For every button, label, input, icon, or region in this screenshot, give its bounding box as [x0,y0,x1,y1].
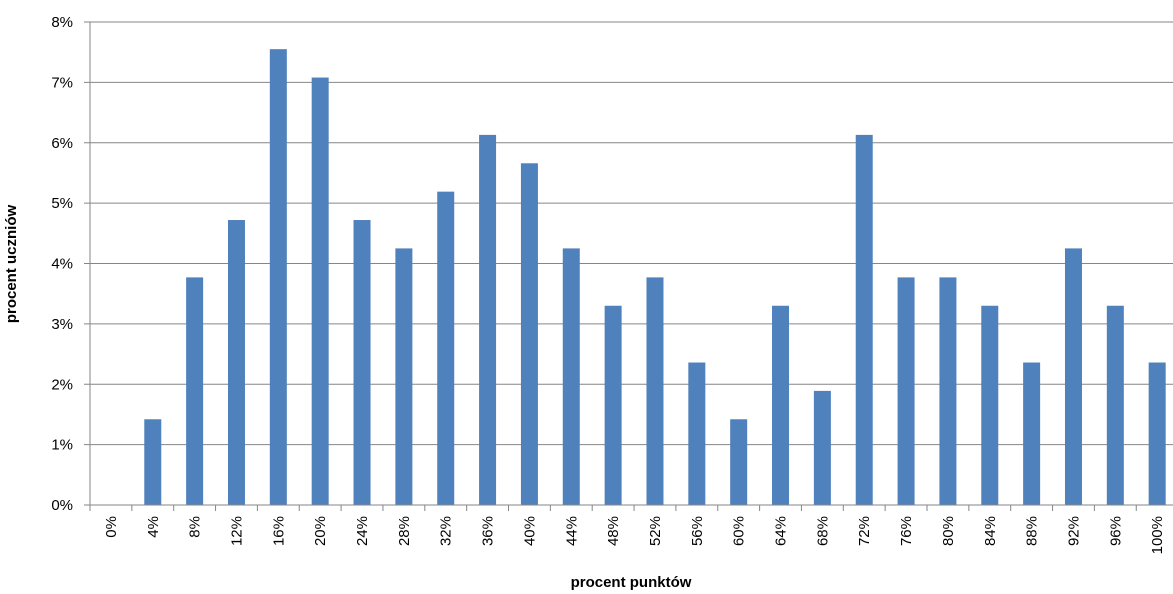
y-tick-label: 7% [51,74,73,91]
bar [227,220,245,505]
x-tick-label: 60% [731,516,748,546]
bar [186,277,204,505]
y-tick-label: 6% [51,135,73,152]
x-tick-label: 4% [145,516,162,538]
bar [688,362,706,505]
x-tick-label: 36% [480,516,497,546]
bar [981,305,999,505]
x-tick-label: 24% [354,516,371,546]
x-tick-label: 76% [898,516,915,546]
y-tick-label: 8% [51,14,73,31]
y-tick-labels: 0% 1% 2% 3% 4% 5% 6% 7% 8% [51,14,73,514]
x-axis-title: procent punktów [571,574,692,591]
bar [520,163,538,505]
bar [311,77,329,506]
x-tick-label: 64% [773,516,790,546]
y-tick-label: 0% [51,497,73,514]
bar [395,248,413,505]
bar [939,277,957,505]
x-tick-label: 92% [1065,516,1082,546]
x-tick-labels: 0% 4% 8% 12% 16% 20% 24% 28% 32% 36% 40% 44% 48% 52% 5… [103,516,1166,554]
y-tick-label: 5% [51,195,73,212]
x-tick-label: 48% [605,516,622,546]
x-tick-label: 80% [940,516,957,546]
x-tick-label: 8% [187,516,204,538]
y-tick-label: 2% [51,376,73,393]
x-tick-label: 96% [1107,516,1124,546]
x-tick-label: 88% [1024,516,1041,546]
x-tick-label: 84% [982,516,999,546]
x-tick-label: 0% [103,516,120,538]
bar [813,390,831,505]
x-tick-label: 28% [396,516,413,546]
bar [144,419,162,505]
x-tick-label: 32% [438,516,455,546]
bars [144,49,1166,506]
bar [855,134,873,505]
bar [1023,362,1041,505]
gridlines [84,21,1173,506]
bar [1148,362,1166,505]
bar [646,277,664,505]
x-tick-label: 40% [521,516,538,546]
bar [353,220,371,505]
x-tick-label: 16% [270,516,287,546]
bar [772,305,790,505]
x-tick-label: 56% [689,516,706,546]
x-tick-label: 20% [312,516,329,546]
y-tick-label: 4% [51,256,73,273]
bar [562,248,580,505]
bar [437,191,455,505]
y-tick-label: 3% [51,316,73,333]
x-tick-label: 12% [228,516,245,546]
x-tick-label: 52% [647,516,664,546]
x-axis [89,22,1173,511]
x-tick-label: 44% [563,516,580,546]
x-tick-label: 100% [1149,516,1166,554]
bar [1106,305,1124,505]
bar [897,277,915,505]
bar [730,419,748,505]
bar [604,305,622,505]
bar [269,49,287,505]
y-axis-title: procent uczniów [3,205,20,324]
x-tick-label: 72% [856,516,873,546]
bar [479,134,497,505]
bar [1064,248,1082,505]
y-tick-label: 1% [51,437,73,454]
x-tick-label: 68% [814,516,831,546]
